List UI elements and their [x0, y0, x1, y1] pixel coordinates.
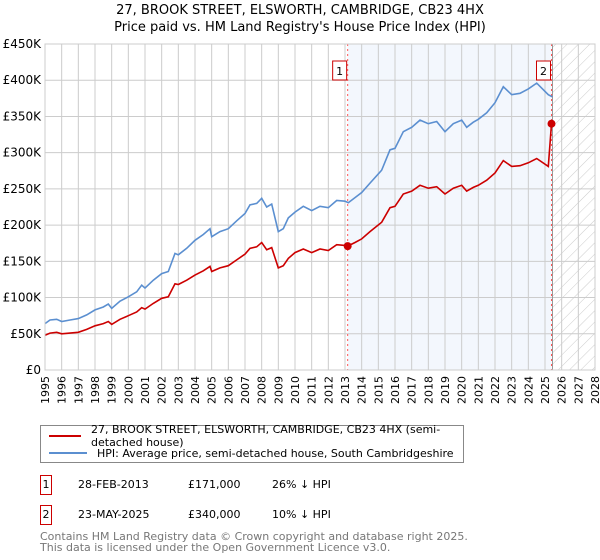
transaction-date: 23-MAY-2025	[78, 508, 150, 521]
y-tick-label: £100K	[3, 291, 43, 305]
legend-item-price-paid: 27, BROOK STREET, ELSWORTH, CAMBRIDGE, C…	[49, 423, 463, 449]
transaction-row: 2 23-MAY-2025 £340,000 10% ↓ HPI	[40, 505, 580, 527]
x-tick-label: 1995	[39, 376, 52, 404]
x-tick-label: 1996	[56, 376, 69, 404]
x-tick-label: 2003	[172, 376, 185, 404]
x-tick-label: 1999	[106, 376, 119, 404]
y-tick-label: £350K	[3, 109, 43, 123]
x-tick-label: 2011	[306, 376, 319, 404]
x-tick-label: 2024	[522, 376, 535, 404]
x-tick-label: 2027	[572, 376, 585, 404]
x-tick-label: 2023	[506, 376, 519, 404]
y-tick-label: £250K	[3, 182, 43, 196]
x-tick-label: 2009	[272, 376, 285, 404]
chart-subtitle: Price paid vs. HM Land Registry's House …	[114, 20, 486, 35]
legend-label: 27, BROOK STREET, ELSWORTH, CAMBRIDGE, C…	[91, 423, 441, 449]
transaction-number: 2	[40, 505, 52, 525]
x-tick-label: 2002	[156, 376, 169, 404]
x-tick-label: 1997	[72, 376, 85, 404]
y-tick-label: £0	[26, 363, 41, 377]
transaction-hpi-diff: 26% ↓ HPI	[272, 478, 331, 491]
sale-marker-label-2: 2	[536, 60, 551, 81]
forecast-hatch-region	[552, 44, 595, 370]
x-tick-label: 2021	[472, 376, 485, 404]
marker-number: 2	[540, 65, 547, 78]
legend-item-hpi: HPI: Average price, semi-detached house,…	[49, 445, 454, 461]
x-tick-label: 2014	[356, 376, 369, 404]
legend-blue-line	[49, 452, 87, 454]
marker-box	[332, 60, 348, 81]
x-tick-label: 2006	[222, 376, 235, 404]
y-tick-label: £400K	[3, 73, 43, 87]
x-tick-label: 2012	[322, 376, 335, 404]
x-tick-label: 2026	[556, 376, 569, 404]
x-tick-label: 2004	[189, 376, 202, 404]
x-tick-label: 2010	[289, 376, 302, 404]
y-tick-label: £450K	[3, 37, 43, 51]
x-tick-label: 2017	[406, 376, 419, 404]
y-tick-label: £150K	[3, 254, 43, 268]
footer-line: Contains HM Land Registry data © Crown c…	[40, 530, 468, 543]
plot-border	[44, 43, 596, 371]
x-tick-label: 2025	[539, 376, 552, 404]
y-tick-label: £200K	[3, 218, 43, 232]
sale-point	[343, 242, 352, 251]
series-line-hpi	[44, 82, 553, 325]
x-tick-label: 2007	[239, 376, 252, 404]
y-tick-label: £300K	[3, 146, 43, 160]
x-tick-label: 1998	[89, 376, 102, 404]
marker-box	[536, 60, 551, 81]
transaction-hpi-diff: 10% ↓ HPI	[272, 508, 331, 521]
transaction-price: £340,000	[188, 508, 241, 521]
x-tick-label: 2028	[589, 376, 600, 404]
footer: Contains HM Land Registry data © Crown c…	[40, 531, 468, 553]
x-tick-label: 2000	[122, 376, 135, 404]
x-tick-label: 2015	[372, 376, 385, 404]
footer-line: This data is licensed under the Open Gov…	[40, 541, 391, 554]
x-tick-label: 2018	[422, 376, 435, 404]
x-tick-label: 2001	[139, 376, 152, 404]
ownership-shaded-period	[347, 44, 552, 370]
x-tick-label: 2019	[439, 376, 452, 404]
legend: 27, BROOK STREET, ELSWORTH, CAMBRIDGE, C…	[40, 423, 464, 463]
x-tick-label: 2013	[339, 376, 352, 404]
marker-number: 1	[336, 65, 343, 78]
x-tick-label: 2022	[489, 376, 502, 404]
chart-title: 27, BROOK STREET, ELSWORTH, CAMBRIDGE, C…	[116, 3, 484, 18]
transaction-row: 1 28-FEB-2013 £171,000 26% ↓ HPI	[40, 475, 580, 497]
chart-plot: 1995 1996 1997 1998 1999 2000 2001 2002 2003 2004…	[3, 37, 600, 404]
transaction-date: 28-FEB-2013	[78, 478, 149, 491]
sale-point	[547, 119, 556, 128]
x-tick-label: 2005	[206, 376, 219, 404]
x-tick-label: 2008	[256, 376, 269, 404]
x-tick-label: 2020	[456, 376, 469, 404]
series-line-price-paid	[44, 123, 553, 336]
transaction-number: 1	[40, 475, 52, 495]
x-tick-label: 2016	[389, 376, 402, 404]
sale-marker-label-1: 1	[332, 60, 348, 81]
legend-red-line	[49, 435, 81, 437]
transaction-price: £171,000	[188, 478, 241, 491]
legend-label: HPI: Average price, semi-detached house,…	[97, 446, 454, 460]
y-tick-label: £50K	[10, 327, 42, 341]
